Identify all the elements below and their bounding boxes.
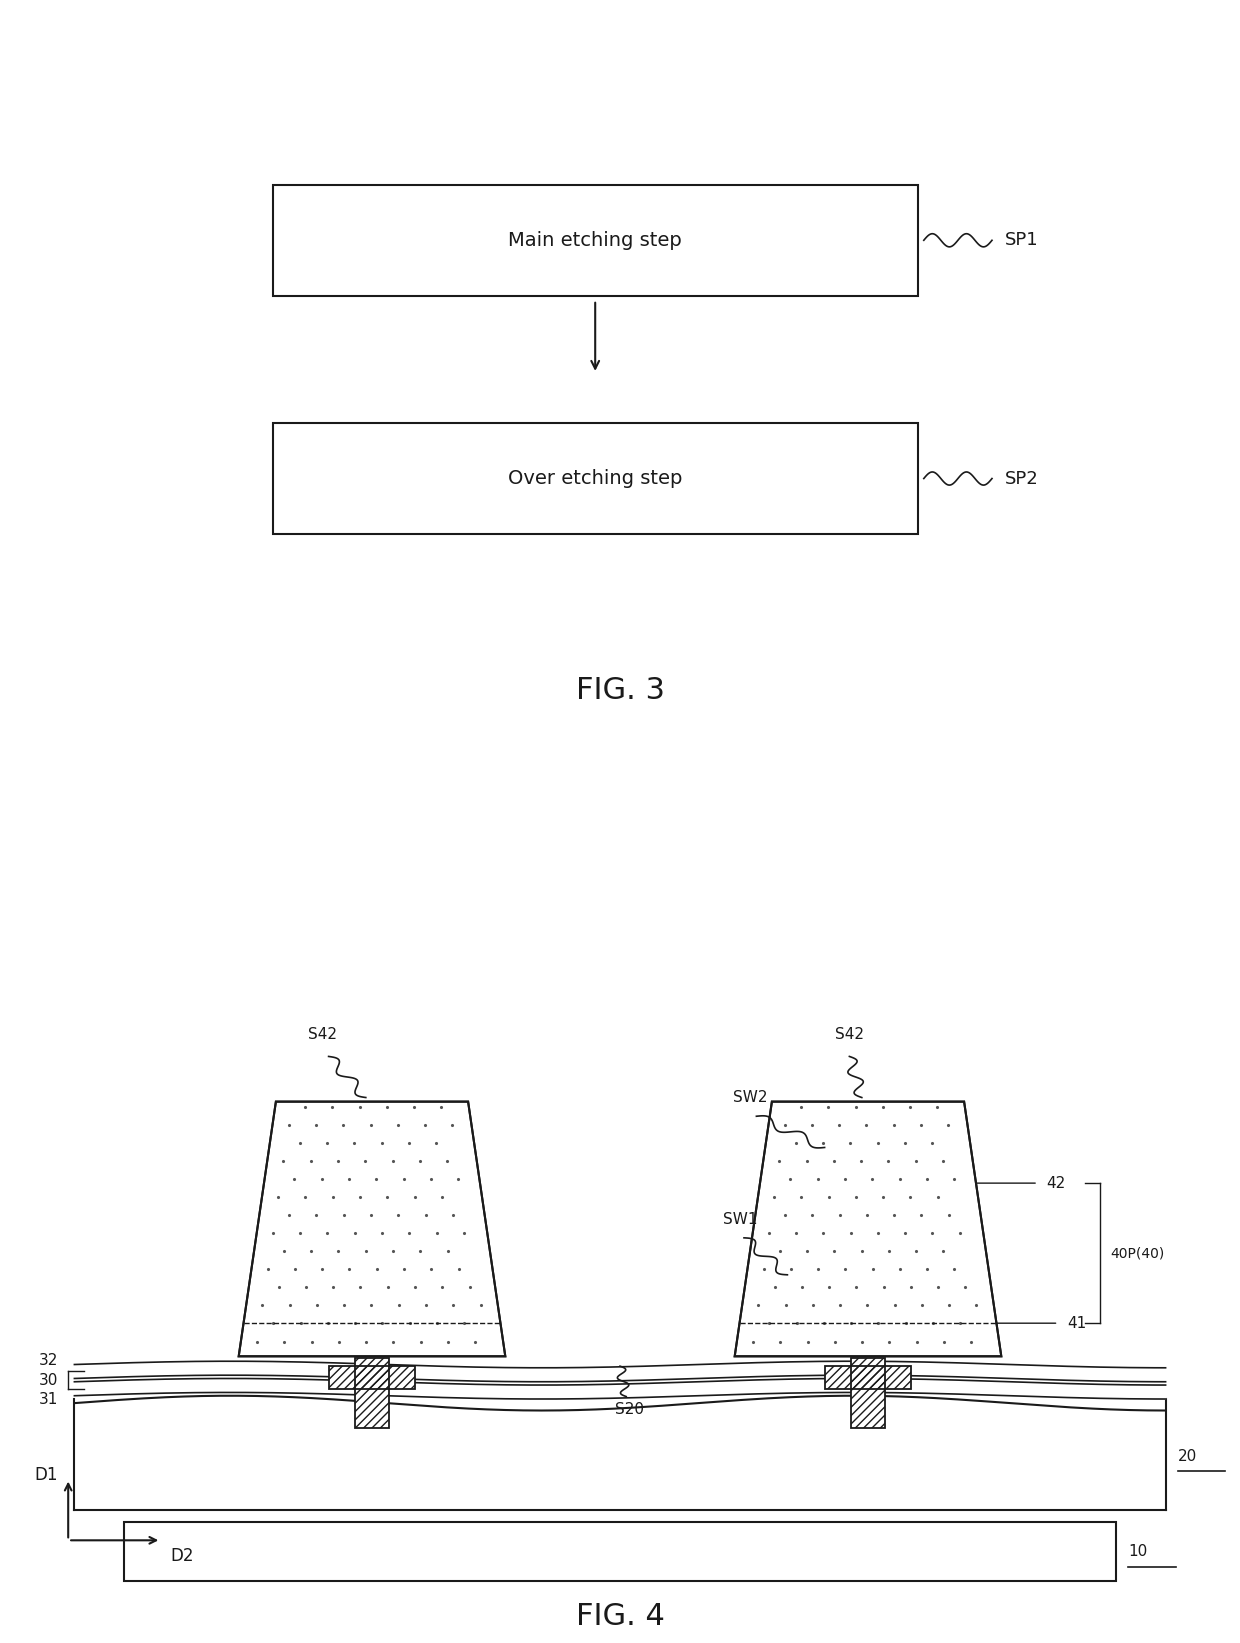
FancyBboxPatch shape xyxy=(329,1367,415,1390)
Text: 30: 30 xyxy=(38,1372,58,1388)
Polygon shape xyxy=(74,1378,1166,1400)
Text: Main etching step: Main etching step xyxy=(508,230,682,250)
FancyBboxPatch shape xyxy=(355,1357,389,1428)
Text: S42: S42 xyxy=(835,1027,864,1042)
Text: SW2: SW2 xyxy=(733,1089,768,1104)
Text: D2: D2 xyxy=(170,1548,193,1564)
Text: SW1: SW1 xyxy=(723,1213,758,1227)
FancyBboxPatch shape xyxy=(124,1521,1116,1581)
Text: D1: D1 xyxy=(35,1466,58,1484)
Text: SP1: SP1 xyxy=(1004,232,1038,250)
Text: 31: 31 xyxy=(38,1392,58,1406)
Polygon shape xyxy=(238,1101,506,1357)
FancyBboxPatch shape xyxy=(825,1367,911,1390)
Text: 10: 10 xyxy=(1128,1544,1148,1559)
Text: S20: S20 xyxy=(615,1403,645,1418)
Text: S42: S42 xyxy=(308,1027,337,1042)
Text: 32: 32 xyxy=(38,1354,58,1369)
Text: 40P(40): 40P(40) xyxy=(1110,1245,1164,1260)
Text: Over etching step: Over etching step xyxy=(508,468,682,488)
FancyBboxPatch shape xyxy=(851,1357,885,1428)
FancyBboxPatch shape xyxy=(273,186,918,296)
Text: FIG. 3: FIG. 3 xyxy=(575,675,665,705)
Text: FIG. 4: FIG. 4 xyxy=(575,1602,665,1630)
Text: SP2: SP2 xyxy=(1004,470,1038,488)
Polygon shape xyxy=(74,1397,1166,1510)
FancyBboxPatch shape xyxy=(273,422,918,534)
Polygon shape xyxy=(74,1362,1166,1382)
Text: 20: 20 xyxy=(1178,1449,1198,1464)
Polygon shape xyxy=(734,1101,1002,1357)
Text: 42: 42 xyxy=(1047,1176,1066,1191)
Text: 41: 41 xyxy=(1068,1316,1086,1331)
